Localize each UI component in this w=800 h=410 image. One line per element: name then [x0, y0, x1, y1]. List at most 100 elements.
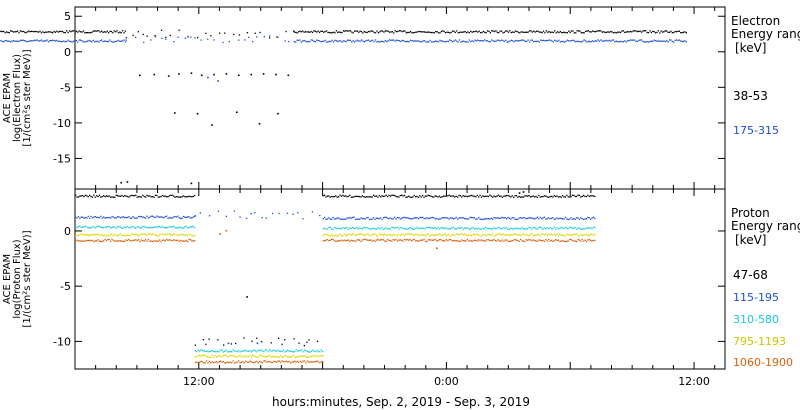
- data-point: [532, 235, 534, 237]
- data-point: [60, 41, 62, 43]
- data-point: [434, 195, 436, 197]
- data-point: [11, 40, 13, 42]
- data-point: [52, 39, 54, 41]
- data-point: [542, 239, 544, 242]
- data-point: [143, 240, 145, 242]
- data-point: [346, 217, 348, 219]
- data-point: [470, 41, 472, 43]
- data-point: [79, 195, 81, 197]
- data-point: [403, 216, 406, 218]
- data-point: [328, 40, 330, 42]
- data-point: [681, 32, 683, 34]
- data-point: [40, 39, 43, 41]
- data-point: [383, 31, 385, 33]
- data-point: [482, 240, 484, 242]
- data-point: [200, 74, 203, 77]
- data-point: [492, 233, 494, 235]
- data-point: [590, 41, 592, 43]
- data-point: [505, 30, 507, 32]
- data-point: [493, 195, 495, 197]
- data-point: [281, 343, 283, 346]
- data-point: [515, 228, 518, 230]
- data-point: [205, 356, 208, 358]
- data-point: [412, 239, 414, 241]
- data-point: [380, 239, 382, 241]
- data-point: [124, 41, 127, 43]
- data-point: [415, 217, 417, 219]
- data-point: [560, 226, 562, 229]
- data-point: [656, 40, 658, 42]
- data-point: [495, 30, 497, 32]
- data-point: [239, 216, 241, 218]
- data-point: [345, 195, 347, 197]
- data-point: [196, 356, 198, 358]
- data-point: [98, 225, 101, 228]
- data-point: [110, 217, 112, 219]
- data-point: [583, 240, 585, 242]
- data-point: [159, 196, 161, 198]
- data-point: [521, 234, 523, 236]
- data-point: [414, 31, 416, 34]
- data-point: [331, 32, 333, 34]
- data-point: [338, 217, 340, 219]
- data-point: [174, 112, 176, 114]
- data-point: [618, 31, 620, 33]
- data-point: [132, 34, 134, 36]
- data-point: [502, 39, 504, 42]
- data-point: [678, 30, 680, 32]
- data-point: [614, 41, 616, 43]
- data-point: [400, 30, 402, 32]
- data-point: [549, 234, 551, 236]
- data-point: [373, 233, 375, 235]
- data-point: [52, 32, 54, 34]
- data-point: [270, 342, 272, 344]
- data-point: [119, 217, 122, 219]
- data-point: [567, 218, 569, 221]
- data-point: [145, 196, 147, 198]
- data-point: [331, 195, 333, 198]
- data-point: [98, 217, 101, 219]
- data-point: [653, 39, 655, 41]
- data-point: [189, 239, 192, 241]
- data-point: [239, 362, 241, 364]
- data-point: [118, 234, 120, 236]
- data-point: [238, 355, 240, 357]
- data-point: [543, 227, 546, 229]
- data-point: [423, 227, 425, 229]
- data-point: [409, 39, 412, 41]
- data-point: [210, 350, 212, 352]
- data-point: [142, 225, 144, 228]
- data-point: [436, 247, 438, 250]
- data-point: [226, 351, 229, 353]
- data-point: [12, 40, 15, 42]
- data-point: [377, 32, 379, 34]
- data-point: [382, 195, 385, 197]
- data-point: [388, 31, 391, 33]
- data-point: [508, 240, 511, 242]
- data-point: [76, 234, 78, 237]
- data-point: [408, 217, 410, 219]
- data-point: [323, 31, 325, 33]
- data-point: [538, 239, 540, 241]
- data-point: [531, 39, 533, 41]
- data-point: [325, 228, 327, 230]
- data-point: [584, 40, 587, 42]
- data-point: [647, 32, 650, 34]
- data-point: [433, 227, 435, 229]
- data-point: [275, 361, 278, 363]
- data-point: [73, 40, 75, 42]
- data-point: [497, 233, 499, 235]
- data-point: [420, 239, 422, 241]
- data-point: [152, 226, 154, 229]
- data-point: [161, 37, 163, 39]
- data-point: [371, 228, 373, 230]
- data-point: [250, 351, 252, 353]
- data-point: [108, 226, 110, 228]
- data-point: [395, 195, 397, 198]
- data-point: [399, 227, 401, 229]
- data-point: [81, 40, 83, 42]
- data-point: [403, 238, 406, 241]
- data-point: [260, 361, 262, 363]
- data-point: [261, 350, 264, 352]
- data-point: [111, 215, 113, 218]
